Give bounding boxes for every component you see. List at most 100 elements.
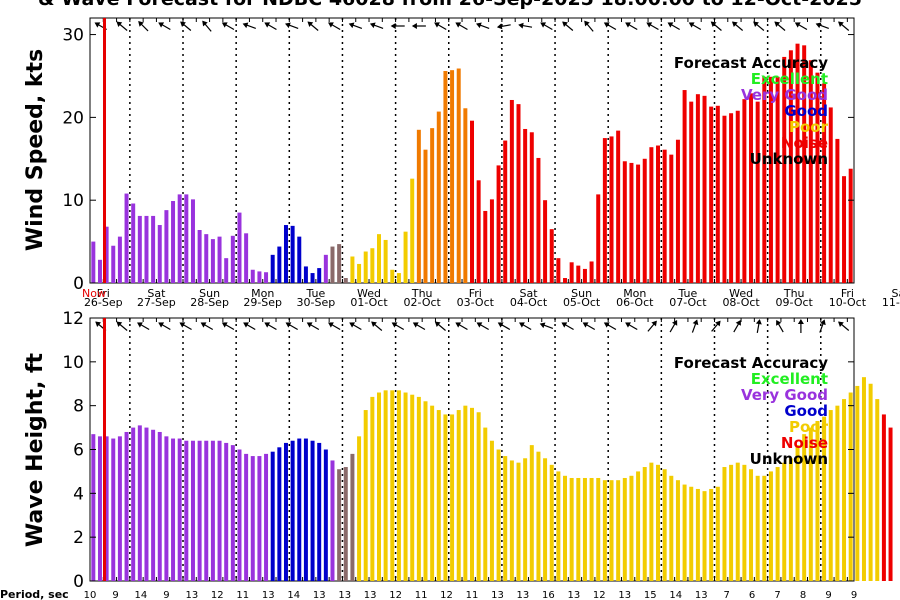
arrow-head xyxy=(116,321,123,328)
day-date-label: 08-Oct xyxy=(722,296,760,309)
arrow-head xyxy=(390,23,396,29)
wave-y-tick-label: 0 xyxy=(73,572,84,592)
wave-bar xyxy=(762,475,767,581)
wave-bar xyxy=(822,416,827,582)
wind-bar xyxy=(702,95,707,283)
day-name-label: Wed xyxy=(729,287,753,300)
wind-bar xyxy=(124,193,129,283)
period-value: 14 xyxy=(287,590,300,600)
wind-direction-arrow xyxy=(158,22,171,31)
wave-direction-arrow xyxy=(625,322,638,331)
wave-bar xyxy=(283,442,288,581)
day-date-label: 09-Oct xyxy=(776,296,814,309)
wave-legend-title: Forecast Accuracy xyxy=(674,354,828,372)
day-name-label: Mon xyxy=(623,287,646,300)
wind-bar xyxy=(270,254,275,283)
wave-bar xyxy=(151,429,156,581)
wave-bar xyxy=(815,421,820,581)
wave-bar xyxy=(543,458,548,581)
arrow-head xyxy=(412,322,419,328)
arrow-head xyxy=(369,22,376,29)
wave-bar xyxy=(828,410,833,581)
day-date-label: 30-Sep xyxy=(297,296,336,309)
wind-bar xyxy=(443,71,448,283)
wave-bar xyxy=(835,405,840,581)
wind-bar xyxy=(722,115,727,283)
wave-bar xyxy=(450,414,455,581)
wave-bar xyxy=(675,480,680,581)
day-name-label: Sat xyxy=(147,287,166,300)
wave-bar xyxy=(443,414,448,581)
wind-bar xyxy=(755,101,760,283)
wind-bar xyxy=(576,265,581,283)
wave-bar xyxy=(742,464,747,581)
wind-bar xyxy=(848,168,853,283)
wind-y-axis-label: Wind Speed, kts xyxy=(23,49,48,251)
wave-y-tick-label: 6 xyxy=(73,441,84,461)
wave-bar xyxy=(237,449,242,581)
wave-bar xyxy=(729,464,734,581)
wave-bar xyxy=(795,445,800,581)
period-value: 9 xyxy=(851,590,857,600)
arrow-head xyxy=(625,322,631,328)
wind-bar xyxy=(503,140,508,283)
period-value: 12 xyxy=(389,590,402,600)
wave-direction-arrow xyxy=(603,322,617,331)
wind-bar xyxy=(184,194,189,283)
wave-bar xyxy=(689,486,694,581)
wind-bar xyxy=(177,194,182,283)
arrow-head xyxy=(411,23,417,29)
wave-bar xyxy=(124,431,129,581)
wind-direction-arrow xyxy=(646,22,659,31)
wave-bar xyxy=(210,440,215,581)
wind-bar xyxy=(602,138,607,283)
wind-bar xyxy=(310,273,315,283)
arrow-head xyxy=(518,22,524,29)
wave-bar xyxy=(782,462,787,581)
arrow-head xyxy=(137,322,143,328)
period-value: 7 xyxy=(724,590,730,600)
wind-bar xyxy=(636,164,641,283)
wind-bar xyxy=(204,234,209,283)
period-value: 13 xyxy=(313,590,326,600)
wave-bar xyxy=(616,480,621,581)
wave-direction-arrow xyxy=(776,319,784,333)
period-value: 11 xyxy=(415,590,428,600)
day-name-label: Thu xyxy=(783,287,805,300)
day-date-label: 29-Sep xyxy=(243,296,282,309)
wind-bar xyxy=(237,212,242,283)
arrow-head xyxy=(264,22,271,28)
arrow-head xyxy=(94,22,101,28)
wind-bar xyxy=(217,236,222,284)
wind-bar xyxy=(715,105,720,283)
wave-direction-arrow xyxy=(391,322,405,331)
wave-bar xyxy=(343,467,348,581)
period-value: 13 xyxy=(695,590,708,600)
wind-bar xyxy=(197,230,202,283)
day-date-label: 27-Sep xyxy=(137,296,176,309)
arrow-head xyxy=(158,22,165,28)
wave-bar xyxy=(582,477,587,581)
wave-bar xyxy=(656,464,661,581)
wind-bar xyxy=(782,56,787,283)
arrow-head xyxy=(455,22,462,28)
wave-direction-arrow xyxy=(285,322,298,331)
wind-bar xyxy=(317,268,322,283)
wind-bar xyxy=(450,70,455,283)
day-name-label: Tue xyxy=(678,287,698,300)
wind-bar xyxy=(802,45,807,283)
wave-y-tick-label: 4 xyxy=(73,484,84,504)
arrow-head xyxy=(348,22,355,29)
wave-bar xyxy=(596,477,601,581)
wind-bar xyxy=(516,104,521,284)
wave-bar xyxy=(496,449,501,581)
wind-direction-arrow xyxy=(116,21,128,31)
period-value: 12 xyxy=(211,590,224,600)
wave-bar xyxy=(589,477,594,581)
wind-bar xyxy=(549,229,554,283)
arrow-head xyxy=(838,21,844,28)
wind-bar xyxy=(808,60,813,284)
day-name-label: Mon xyxy=(251,287,274,300)
wave-bar xyxy=(509,460,514,581)
wind-bar xyxy=(828,107,833,283)
